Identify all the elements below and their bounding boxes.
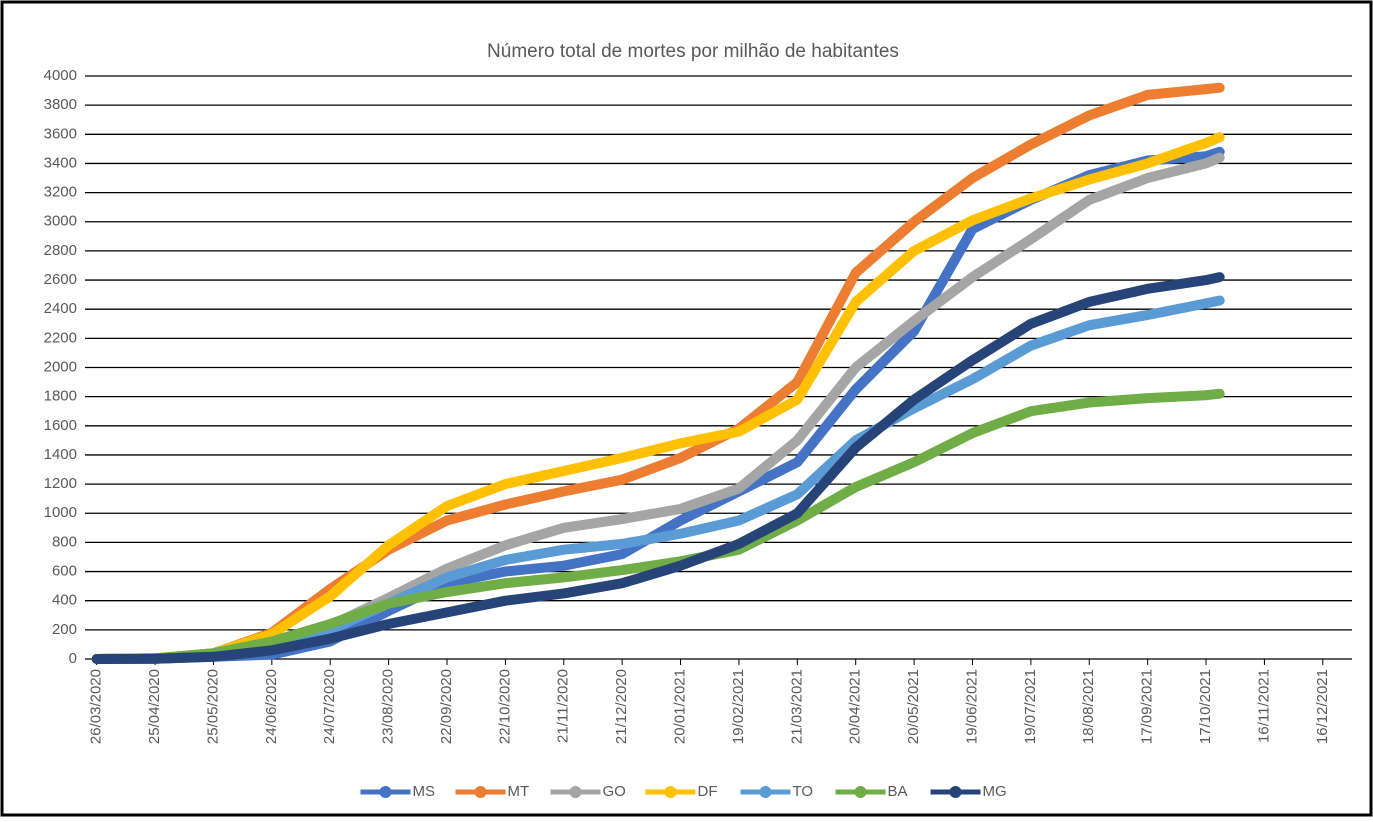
x-tick-label: 25/04/2020 [146, 669, 163, 744]
y-tick-label: 600 [52, 563, 77, 580]
y-tick-label: 2200 [44, 329, 77, 346]
x-tick-label: 21/12/2020 [613, 669, 630, 744]
x-tick-label: 20/01/2021 [672, 669, 689, 744]
x-tick-label: 21/03/2021 [788, 669, 805, 744]
legend-label: MS [413, 783, 436, 800]
y-tick-label: 400 [52, 592, 77, 609]
y-tick-label: 3600 [44, 125, 77, 142]
series-line [91, 272, 1225, 664]
y-tick-label: 0 [69, 650, 77, 667]
legend-marker [854, 786, 867, 798]
y-tick-label: 3400 [44, 154, 77, 171]
x-tick-label: 18/08/2021 [1080, 669, 1097, 744]
x-tick-label: 24/07/2020 [321, 669, 338, 744]
series-line [91, 132, 1225, 664]
x-tick-label: 25/05/2020 [204, 669, 221, 744]
x-tick-label: 16/12/2021 [1314, 669, 1331, 744]
x-tick-label: 23/08/2020 [380, 669, 397, 744]
y-tick-label: 1800 [44, 388, 77, 405]
legend-marker [474, 786, 487, 798]
x-tick-label: 17/09/2021 [1139, 669, 1156, 744]
legend-marker [569, 786, 582, 798]
x-tick-label: 19/07/2021 [1022, 669, 1039, 744]
legend-label: MG [983, 783, 1007, 800]
legend-label: MT [508, 783, 530, 800]
legend-marker [759, 786, 772, 798]
legend-label: BA [888, 783, 908, 800]
y-tick-label: 4000 [44, 67, 77, 84]
legend-label: GO [603, 783, 626, 800]
legend-marker [379, 786, 392, 798]
x-tick-label: 21/11/2020 [555, 669, 572, 743]
y-tick-label: 2800 [44, 242, 77, 259]
x-tick-label: 19/06/2021 [963, 669, 980, 744]
x-tick-label: 16/11/2021 [1255, 669, 1272, 743]
x-tick-label: 26/03/2020 [88, 669, 105, 744]
y-tick-label: 2600 [44, 271, 77, 288]
legend-marker [949, 786, 962, 798]
y-tick-label: 3200 [44, 184, 77, 201]
x-tick-label: 20/05/2021 [905, 669, 922, 744]
y-tick-label: 2000 [44, 358, 77, 375]
y-tick-label: 3800 [44, 96, 77, 113]
chart-title: Número total de mortes por milhão de hab… [487, 41, 899, 62]
y-tick-label: 200 [52, 621, 77, 638]
x-tick-label: 22/10/2020 [496, 669, 513, 744]
x-tick-label: 24/06/2020 [263, 669, 280, 744]
x-tick-label: 20/04/2021 [847, 669, 864, 744]
y-tick-label: 3000 [44, 213, 77, 230]
x-tick-label: 19/02/2021 [730, 669, 747, 744]
y-tick-label: 2400 [44, 300, 77, 317]
y-tick-label: 1600 [44, 417, 77, 434]
y-tick-label: 1000 [44, 504, 77, 521]
legend-label: DF [698, 783, 718, 800]
y-tick-label: 1200 [44, 475, 77, 492]
legend-marker [664, 786, 677, 798]
y-tick-label: 1400 [44, 446, 77, 463]
x-tick-label: 22/09/2020 [438, 669, 455, 744]
y-tick-label: 800 [52, 533, 77, 550]
x-tick-label: 17/10/2021 [1197, 669, 1214, 744]
legend-label: TO [793, 783, 814, 800]
